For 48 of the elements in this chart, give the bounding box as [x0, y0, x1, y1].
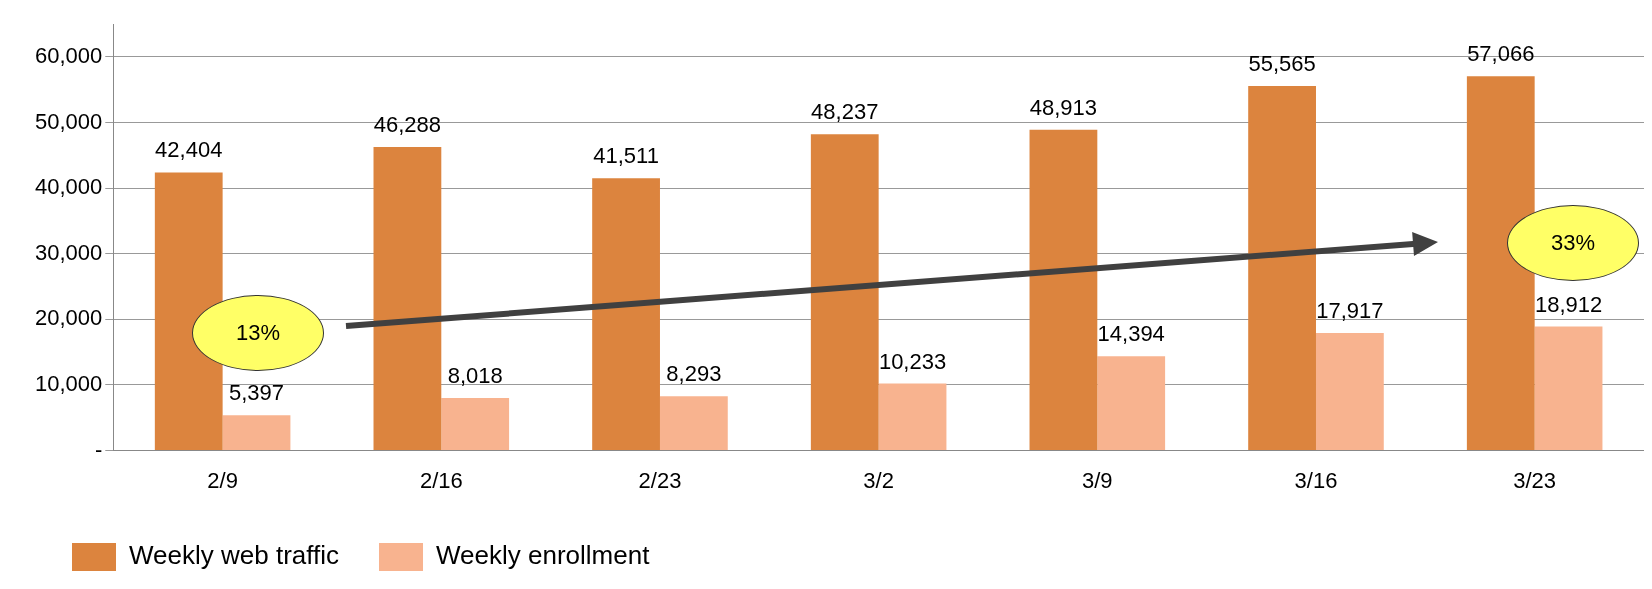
annotation: 33%: [1550, 230, 1596, 256]
data-label: 14,394: [1097, 321, 1165, 347]
x-tick-label: 2/16: [419, 467, 463, 493]
bar: [441, 398, 510, 451]
legend-label: Weekly enrollment: [436, 540, 651, 571]
data-label: 55,565: [1248, 51, 1316, 77]
data-label: 5,397: [228, 380, 285, 406]
y-tick-label: 20,000: [34, 305, 103, 331]
data-label: 57,066: [1467, 41, 1535, 67]
annotation: 13%: [235, 320, 281, 346]
bar: [222, 415, 291, 451]
y-tick-label: 30,000: [34, 239, 103, 265]
data-label: 8,293: [666, 361, 722, 387]
data-label: 46,288: [373, 112, 442, 138]
x-tick-label: 2/9: [207, 467, 238, 493]
data-label: 48,913: [1029, 94, 1098, 120]
bar: [1029, 129, 1098, 451]
data-label: 48,237: [811, 99, 879, 125]
x-tick-label: 3/16: [1294, 467, 1338, 493]
y-tick-label: 10,000: [34, 371, 103, 397]
x-tick-label: 3/23: [1513, 467, 1557, 493]
data-label: 41,511: [593, 143, 659, 169]
x-tick-label: 3/9: [1082, 467, 1113, 493]
bar: [659, 396, 728, 451]
data-label: 8,018: [447, 363, 503, 389]
x-tick-label: 3/2: [863, 467, 894, 493]
bar: [1315, 333, 1384, 451]
data-label: 42,404: [155, 137, 223, 163]
data-label: 17,917: [1316, 298, 1384, 324]
y-tick-label: 60,000: [34, 43, 103, 69]
bar: [1097, 356, 1166, 451]
y-tick-label: -: [94, 436, 103, 462]
bar: [878, 383, 947, 451]
ellipse-callout: 33%: [1507, 205, 1639, 281]
bar: [373, 146, 442, 451]
data-label: 18,912: [1534, 291, 1603, 317]
data-label: 10,233: [878, 348, 947, 374]
bar: [810, 134, 879, 451]
bar: [154, 172, 223, 451]
bar: [1466, 76, 1535, 451]
bar: [592, 178, 660, 451]
ellipse-callout: 13%: [192, 295, 324, 371]
y-tick-label: 40,000: [34, 174, 103, 200]
x-tick-label: 2/23: [638, 467, 682, 493]
legend-label: Weekly web traffic: [129, 540, 340, 571]
y-tick-label: 50,000: [34, 108, 103, 134]
bar: [1248, 86, 1316, 451]
bar: [1534, 326, 1603, 451]
